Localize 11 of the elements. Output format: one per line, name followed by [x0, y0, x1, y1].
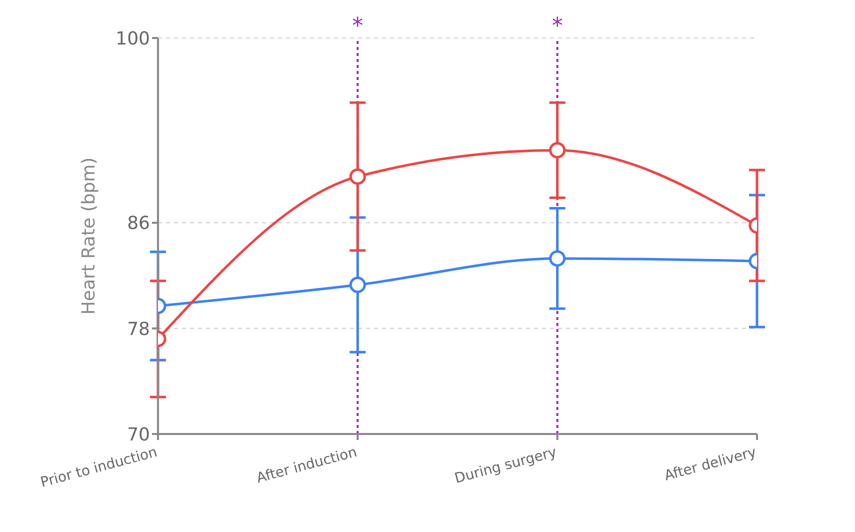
x-tick-label: During surgery [453, 444, 558, 487]
x-tick-label: Prior to induction [38, 444, 160, 491]
ref-line-label: * [552, 14, 563, 39]
ref-line-label: * [352, 14, 364, 39]
y-tick-label: 86 [127, 213, 150, 234]
x-tick-label: After induction [254, 444, 359, 487]
y-tick-label: 78 [127, 318, 150, 340]
y-axis-title: Heart Rate (bpm) [78, 157, 100, 315]
x-tick-label: After delivery [662, 444, 758, 484]
y-tick-label: 100 [116, 28, 150, 50]
y-tick-label: 70 [127, 424, 150, 446]
